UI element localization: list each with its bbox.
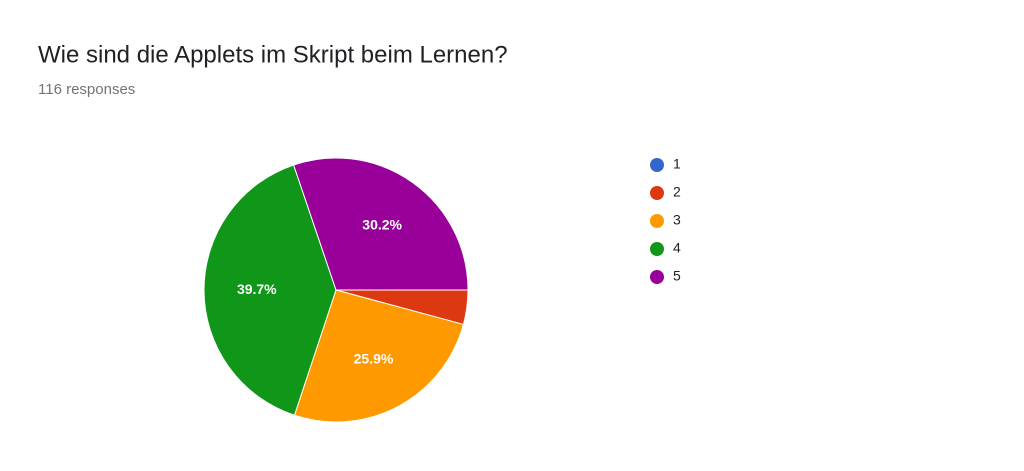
pie-slice — [203, 164, 337, 416]
legend-label: 2 — [673, 184, 681, 200]
pie-slice — [293, 289, 465, 423]
legend-label: 1 — [673, 156, 681, 172]
legend-marker — [650, 186, 664, 200]
legend-marker — [650, 242, 664, 256]
legend-marker — [650, 158, 664, 172]
legend-marker — [650, 270, 664, 284]
legend-label: 5 — [673, 268, 681, 284]
legend-label: 4 — [673, 240, 681, 256]
pie-slice — [293, 157, 469, 291]
chart-title: Wie sind die Applets im Skript beim Lern… — [38, 41, 508, 68]
legend-label: 3 — [673, 212, 681, 228]
slice-label: 39.7% — [237, 281, 277, 297]
slice-label: 25.9% — [354, 350, 394, 366]
chart-subtitle: 116 responses — [38, 81, 135, 98]
slice-label: 30.2% — [362, 216, 402, 232]
legend-marker — [650, 214, 664, 228]
